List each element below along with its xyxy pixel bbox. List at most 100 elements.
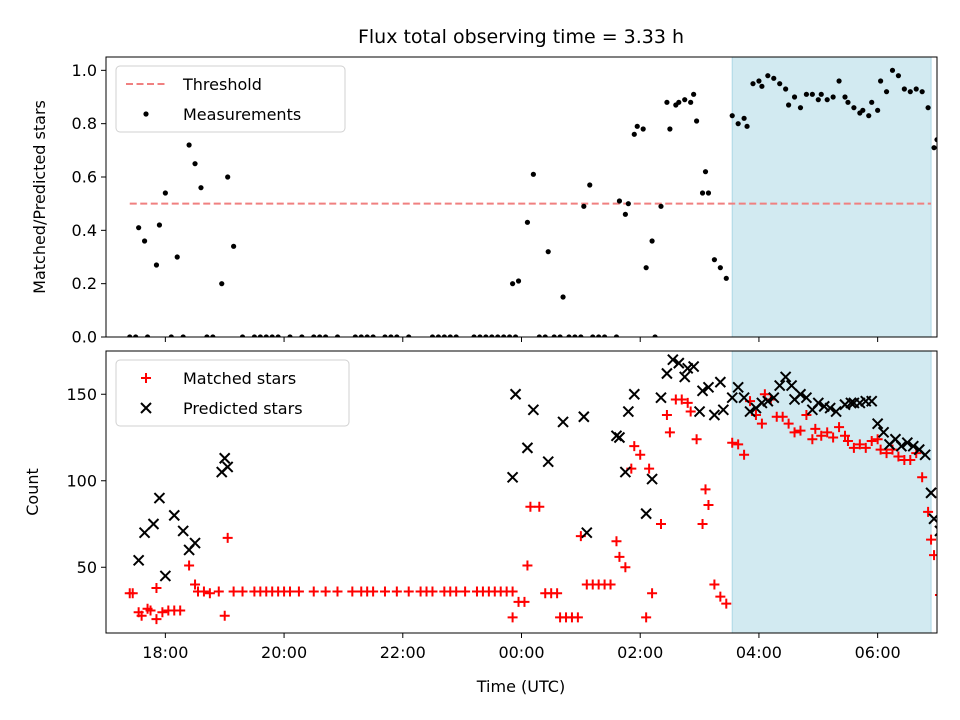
x-tick-label: 04:00 xyxy=(736,643,782,662)
matched-star-point xyxy=(691,434,702,445)
measurement-point xyxy=(231,243,237,249)
measurement-point xyxy=(913,86,919,92)
matched-star-point xyxy=(572,612,583,623)
measurement-point xyxy=(783,86,789,92)
matched-star-point xyxy=(816,430,827,441)
predicted-star-point xyxy=(168,509,180,522)
matched-star-point xyxy=(213,586,224,597)
measurement-point xyxy=(358,334,364,337)
matched-star-point xyxy=(872,434,883,445)
measurement-point xyxy=(471,334,477,337)
measurement-point xyxy=(572,334,578,337)
measurement-point xyxy=(429,334,436,337)
matched-star-point xyxy=(151,583,162,594)
measurement-point xyxy=(934,137,937,143)
measurement-point xyxy=(694,118,700,124)
measurement-point xyxy=(901,86,907,92)
legend-label: Threshold xyxy=(182,75,262,94)
matched-star-point xyxy=(700,484,711,495)
measurement-point xyxy=(699,190,706,196)
measurement-point xyxy=(545,249,551,255)
measurement-point xyxy=(878,78,884,84)
matched-star-point xyxy=(635,449,646,460)
matched-star-point xyxy=(727,437,738,448)
measurement-point xyxy=(860,107,866,113)
measurement-point xyxy=(153,262,160,268)
predicted-star-point xyxy=(865,395,878,407)
matched-star-point xyxy=(893,451,904,462)
matched-star-point xyxy=(285,586,296,597)
measurement-point xyxy=(515,278,522,284)
matched-star-point xyxy=(198,586,209,597)
matched-star-point xyxy=(866,435,877,446)
matched-star-point xyxy=(661,410,672,421)
matched-star-point xyxy=(842,435,853,446)
measurement-point xyxy=(275,334,281,337)
predicted-star-point xyxy=(219,452,231,464)
predicted-star-point xyxy=(581,526,593,539)
bottom-y-axis-label: Count xyxy=(23,468,42,516)
measurement-point xyxy=(225,174,231,180)
measurement-point xyxy=(797,105,804,111)
predicted-star-point xyxy=(153,492,166,504)
matched-star-point xyxy=(525,501,536,512)
matched-star-point xyxy=(403,586,414,597)
predicted-star-point xyxy=(622,405,635,418)
matched-star-point xyxy=(127,588,138,599)
predicted-star-point xyxy=(762,395,774,407)
top-shaded-span xyxy=(731,57,932,337)
matched-star-point xyxy=(534,501,545,512)
predicted-star-point xyxy=(824,402,836,414)
measurement-point xyxy=(750,81,756,87)
matched-star-point xyxy=(828,432,839,443)
matched-star-point xyxy=(320,586,331,597)
measurement-point xyxy=(219,281,225,287)
matched-star-point xyxy=(783,418,794,429)
predicted-star-point xyxy=(221,461,234,473)
top-panel: 0.0 0.2 0.4 0.6 0.8 1.0 Threshold Measurements xyxy=(72,56,938,347)
measurement-point xyxy=(551,334,557,337)
measurement-point xyxy=(756,78,762,84)
matched-star-point xyxy=(519,596,530,607)
bottom-panel: 50 100 150 18:00 20:00 22:00 00:00 02:00 04:00 06… xyxy=(66,350,938,662)
matched-star-point xyxy=(810,423,821,434)
measurement-point xyxy=(136,225,142,231)
measurement-point xyxy=(741,115,747,121)
predicted-star-point xyxy=(613,431,626,444)
predicted-star-point xyxy=(794,388,807,400)
measurement-point xyxy=(842,94,848,100)
matched-star-point xyxy=(507,612,518,623)
matched-star-point xyxy=(715,591,726,602)
measurement-point xyxy=(925,105,931,111)
measurement-point xyxy=(791,94,798,100)
matched-star-point xyxy=(308,586,319,597)
measurement-point xyxy=(919,89,925,95)
matched-star-point xyxy=(368,586,379,597)
predicted-star-point xyxy=(687,360,700,373)
matched-star-point xyxy=(926,534,937,545)
measurement-point xyxy=(352,334,358,337)
predicted-star-point xyxy=(628,388,640,400)
legend-label: Measurements xyxy=(183,105,301,124)
matched-star-point xyxy=(522,560,533,571)
matched-star-point xyxy=(460,586,471,597)
x-tick-label: 00:00 xyxy=(498,643,544,662)
predicted-star-point xyxy=(138,526,151,539)
predicted-star-point xyxy=(557,416,569,428)
measurement-point xyxy=(168,334,174,337)
matched-star-point xyxy=(614,551,625,562)
measurement-point xyxy=(239,334,246,337)
predicted-star-point xyxy=(768,392,780,404)
matched-star-point xyxy=(905,454,916,465)
matched-star-point xyxy=(854,439,865,450)
measurement-point xyxy=(803,91,810,97)
measurement-point xyxy=(744,123,750,129)
measurement-point xyxy=(688,99,694,105)
matched-star-point xyxy=(848,442,859,453)
matched-star-point xyxy=(822,427,833,438)
legend-predicted-swatch xyxy=(140,402,152,414)
predicted-star-point xyxy=(928,513,937,525)
measurement-point xyxy=(524,219,531,225)
measurement-point xyxy=(133,334,139,337)
matched-star-point xyxy=(676,394,687,405)
